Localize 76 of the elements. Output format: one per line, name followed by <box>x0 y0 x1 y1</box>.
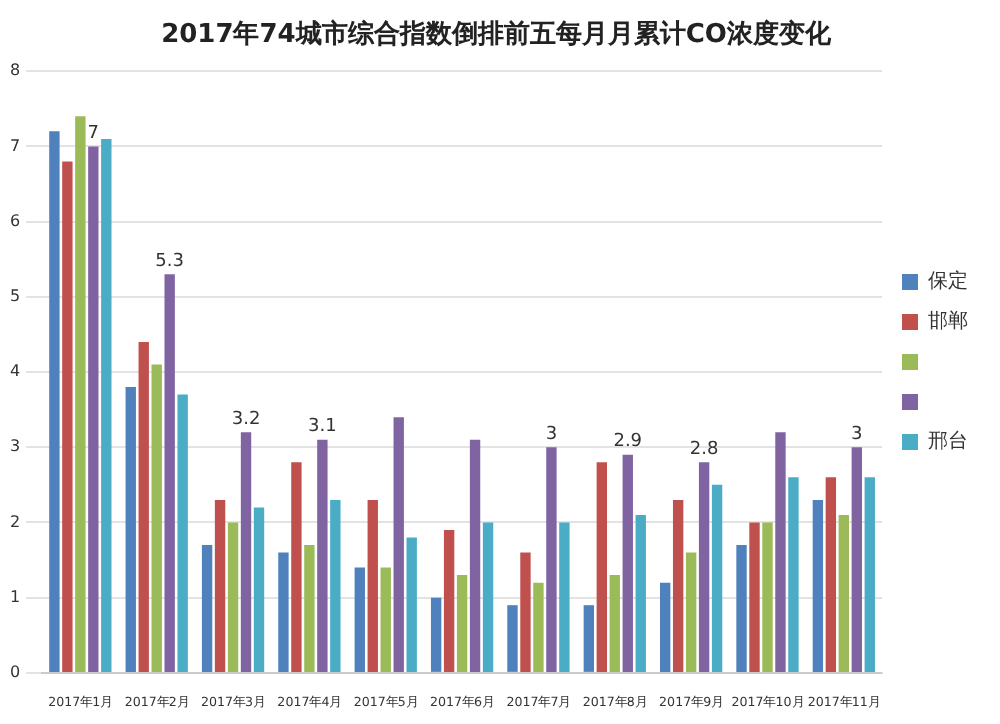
bar <box>443 529 455 672</box>
bar <box>278 552 289 672</box>
bar <box>101 138 112 672</box>
bar <box>775 432 786 672</box>
bar <box>75 116 86 672</box>
bar <box>559 522 570 672</box>
bar <box>672 499 684 672</box>
bar <box>788 477 799 672</box>
bar <box>367 499 378 672</box>
y-tick-label: 3 <box>9 437 21 456</box>
y-tick-label: 7 <box>9 136 21 155</box>
data-label: 2.9 <box>613 432 643 453</box>
data-label: 3.2 <box>231 409 261 430</box>
data-label: 5.3 <box>155 251 185 272</box>
y-tick-label: 6 <box>9 211 21 230</box>
bar <box>317 439 328 672</box>
bar <box>49 131 60 672</box>
bar <box>227 522 239 672</box>
bar <box>291 462 302 672</box>
bar <box>201 545 213 672</box>
bar <box>177 394 188 672</box>
bar <box>380 567 391 672</box>
bar <box>406 537 417 672</box>
bar <box>164 274 175 672</box>
y-tick-label: 2 <box>9 512 21 531</box>
bar <box>138 341 149 672</box>
bar <box>609 575 620 672</box>
data-label: 2.8 <box>689 439 719 460</box>
data-label: 3.1 <box>308 417 337 438</box>
bar <box>482 522 494 672</box>
bar <box>583 605 595 672</box>
bar <box>825 477 837 672</box>
bar <box>749 522 760 672</box>
bar <box>838 514 850 672</box>
y-tick-label: 1 <box>9 587 21 606</box>
legend-label: 邯郸 <box>928 309 968 334</box>
bar <box>864 477 875 672</box>
chart-title: 2017年74城市综合指数倒排前五每月月累计CO浓度变化 <box>161 18 833 51</box>
bar <box>430 597 442 672</box>
bar <box>304 545 315 672</box>
y-tick-label: 0 <box>9 663 21 682</box>
y-tick-label: 8 <box>9 61 21 80</box>
bar <box>596 462 607 672</box>
bar <box>762 522 773 672</box>
bar <box>851 447 862 672</box>
bar <box>88 146 99 672</box>
bar <box>711 484 723 672</box>
bar <box>330 499 341 672</box>
bar <box>214 499 226 672</box>
bar <box>736 545 747 672</box>
bar <box>698 462 710 672</box>
bar <box>546 447 557 672</box>
bar <box>62 161 73 672</box>
data-label: 3 <box>545 424 558 445</box>
bar <box>520 552 531 672</box>
y-tick-label: 4 <box>9 362 21 381</box>
legend-label: 保定 <box>928 269 968 294</box>
bar <box>354 567 365 672</box>
bar <box>812 499 824 672</box>
bar <box>456 575 468 672</box>
bar <box>253 507 265 672</box>
bar <box>533 582 544 672</box>
data-label: 7 <box>87 124 100 145</box>
bar <box>125 387 136 672</box>
bar <box>151 364 162 672</box>
bar <box>659 582 671 672</box>
bar <box>469 439 481 672</box>
bar <box>635 514 646 672</box>
y-tick-label: 5 <box>9 286 21 305</box>
data-label: 3 <box>851 424 863 445</box>
bar <box>240 432 252 672</box>
legend-label: 邢台 <box>928 429 968 454</box>
bar <box>393 417 404 672</box>
bar <box>622 454 633 672</box>
bar <box>507 605 518 672</box>
bar <box>685 552 697 672</box>
